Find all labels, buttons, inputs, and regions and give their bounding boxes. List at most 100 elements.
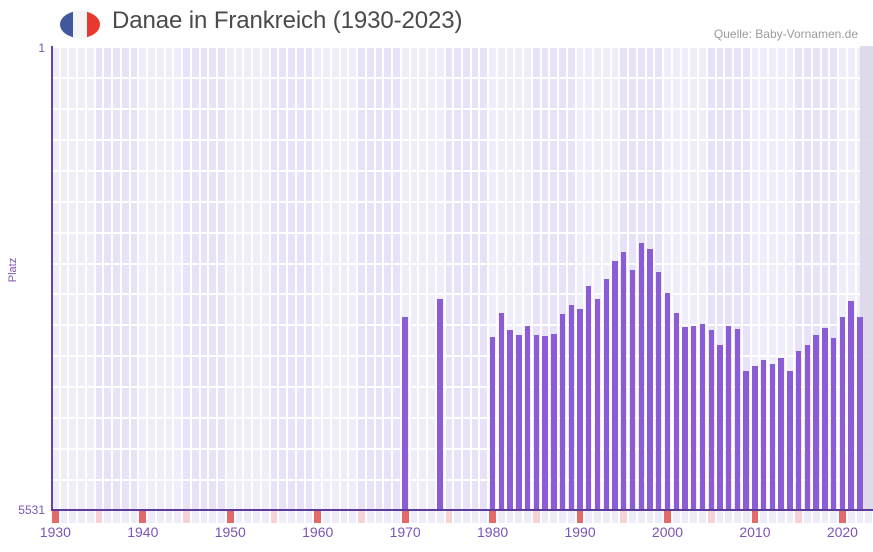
bar[interactable] [402,317,408,510]
bar[interactable] [830,337,837,510]
bar[interactable] [533,335,540,510]
grid-band [566,46,576,510]
bar[interactable] [752,365,758,510]
bar[interactable] [647,248,653,510]
x-axis-tick-strip [51,511,873,523]
vertical-gridline [137,46,140,510]
vertical-gridline [740,46,743,510]
bar[interactable] [726,326,732,510]
bar[interactable] [682,327,688,510]
vertical-gridline [793,46,796,510]
bar[interactable] [498,312,505,510]
vertical-gridline [723,46,726,510]
bar[interactable] [559,313,566,510]
bar[interactable] [656,272,662,510]
bar[interactable] [734,328,741,510]
x-tick [366,511,374,523]
x-tick [506,511,514,523]
bar[interactable] [612,260,618,510]
vertical-gridline [837,46,840,510]
bar[interactable] [804,344,811,510]
bar[interactable] [760,359,767,510]
bar[interactable] [594,299,601,510]
bar[interactable] [664,293,671,510]
x-tick [786,511,794,523]
bar[interactable] [848,301,854,510]
bar[interactable] [717,345,723,510]
vertical-gridline [426,46,429,510]
vertical-gridline [251,46,254,510]
y-axis-line [51,46,53,510]
x-tick [865,511,872,523]
y-axis-bottom-label: 5531 [18,503,45,517]
bar[interactable] [638,243,644,510]
vertical-gridline [172,46,175,510]
grid-band [182,46,191,510]
grid-band [803,46,812,510]
grid-band [794,46,804,510]
bar[interactable] [787,370,793,510]
horizontal-gridline [51,108,873,110]
x-tick [812,511,820,523]
x-tick [699,511,706,523]
grid-band [531,46,541,510]
grid-band [365,46,375,510]
grid-band [715,46,725,510]
vertical-gridline [513,46,516,510]
grid-band [199,46,209,510]
vertical-gridline [522,46,525,510]
x-tick [734,511,741,523]
bar[interactable] [699,324,706,510]
x-tick [672,511,680,523]
x-tick [690,511,698,523]
bar[interactable] [568,305,574,510]
vertical-gridline [146,46,149,510]
bar[interactable] [822,327,828,510]
bar[interactable] [629,269,636,510]
bar[interactable] [795,351,802,510]
bar[interactable] [551,333,557,510]
horizontal-gridline [51,386,873,388]
bar[interactable] [621,251,627,510]
x-tick [804,511,811,523]
bar[interactable] [673,312,679,510]
horizontal-gridline [51,355,873,357]
bar[interactable] [691,326,697,510]
x-tick-minor [707,511,715,523]
x-tick [428,511,435,523]
bar[interactable] [524,326,531,510]
bar[interactable] [769,363,776,510]
x-tick [681,511,689,523]
bar[interactable] [489,337,496,510]
flag-stripe-white [73,11,87,38]
bar[interactable] [839,316,846,510]
bar[interactable] [743,371,749,510]
bar[interactable] [708,330,714,510]
x-tick [629,511,636,523]
bar[interactable] [857,316,863,510]
bar[interactable] [577,308,583,510]
x-tick [349,511,357,523]
x-tick-major [52,511,59,523]
bar[interactable] [603,279,609,510]
bar[interactable] [507,329,513,510]
bar[interactable] [437,299,443,510]
vertical-gridline [767,46,770,510]
grid-band [820,46,830,510]
vertical-gridline [705,46,708,510]
bar[interactable] [586,285,592,510]
bar[interactable] [813,334,819,510]
x-axis-tick-label: 1970 [389,524,421,540]
x-tick [611,511,619,523]
y-axis-title: Platz [7,257,19,283]
bar[interactable] [516,335,522,510]
x-tick [60,511,68,523]
bar[interactable] [778,358,784,510]
x-axis-line [51,509,873,511]
bar[interactable] [542,336,548,510]
grid-band [733,46,742,510]
x-tick-major [839,511,846,523]
vertical-gridline [635,46,638,510]
vertical-gridline [111,46,114,510]
